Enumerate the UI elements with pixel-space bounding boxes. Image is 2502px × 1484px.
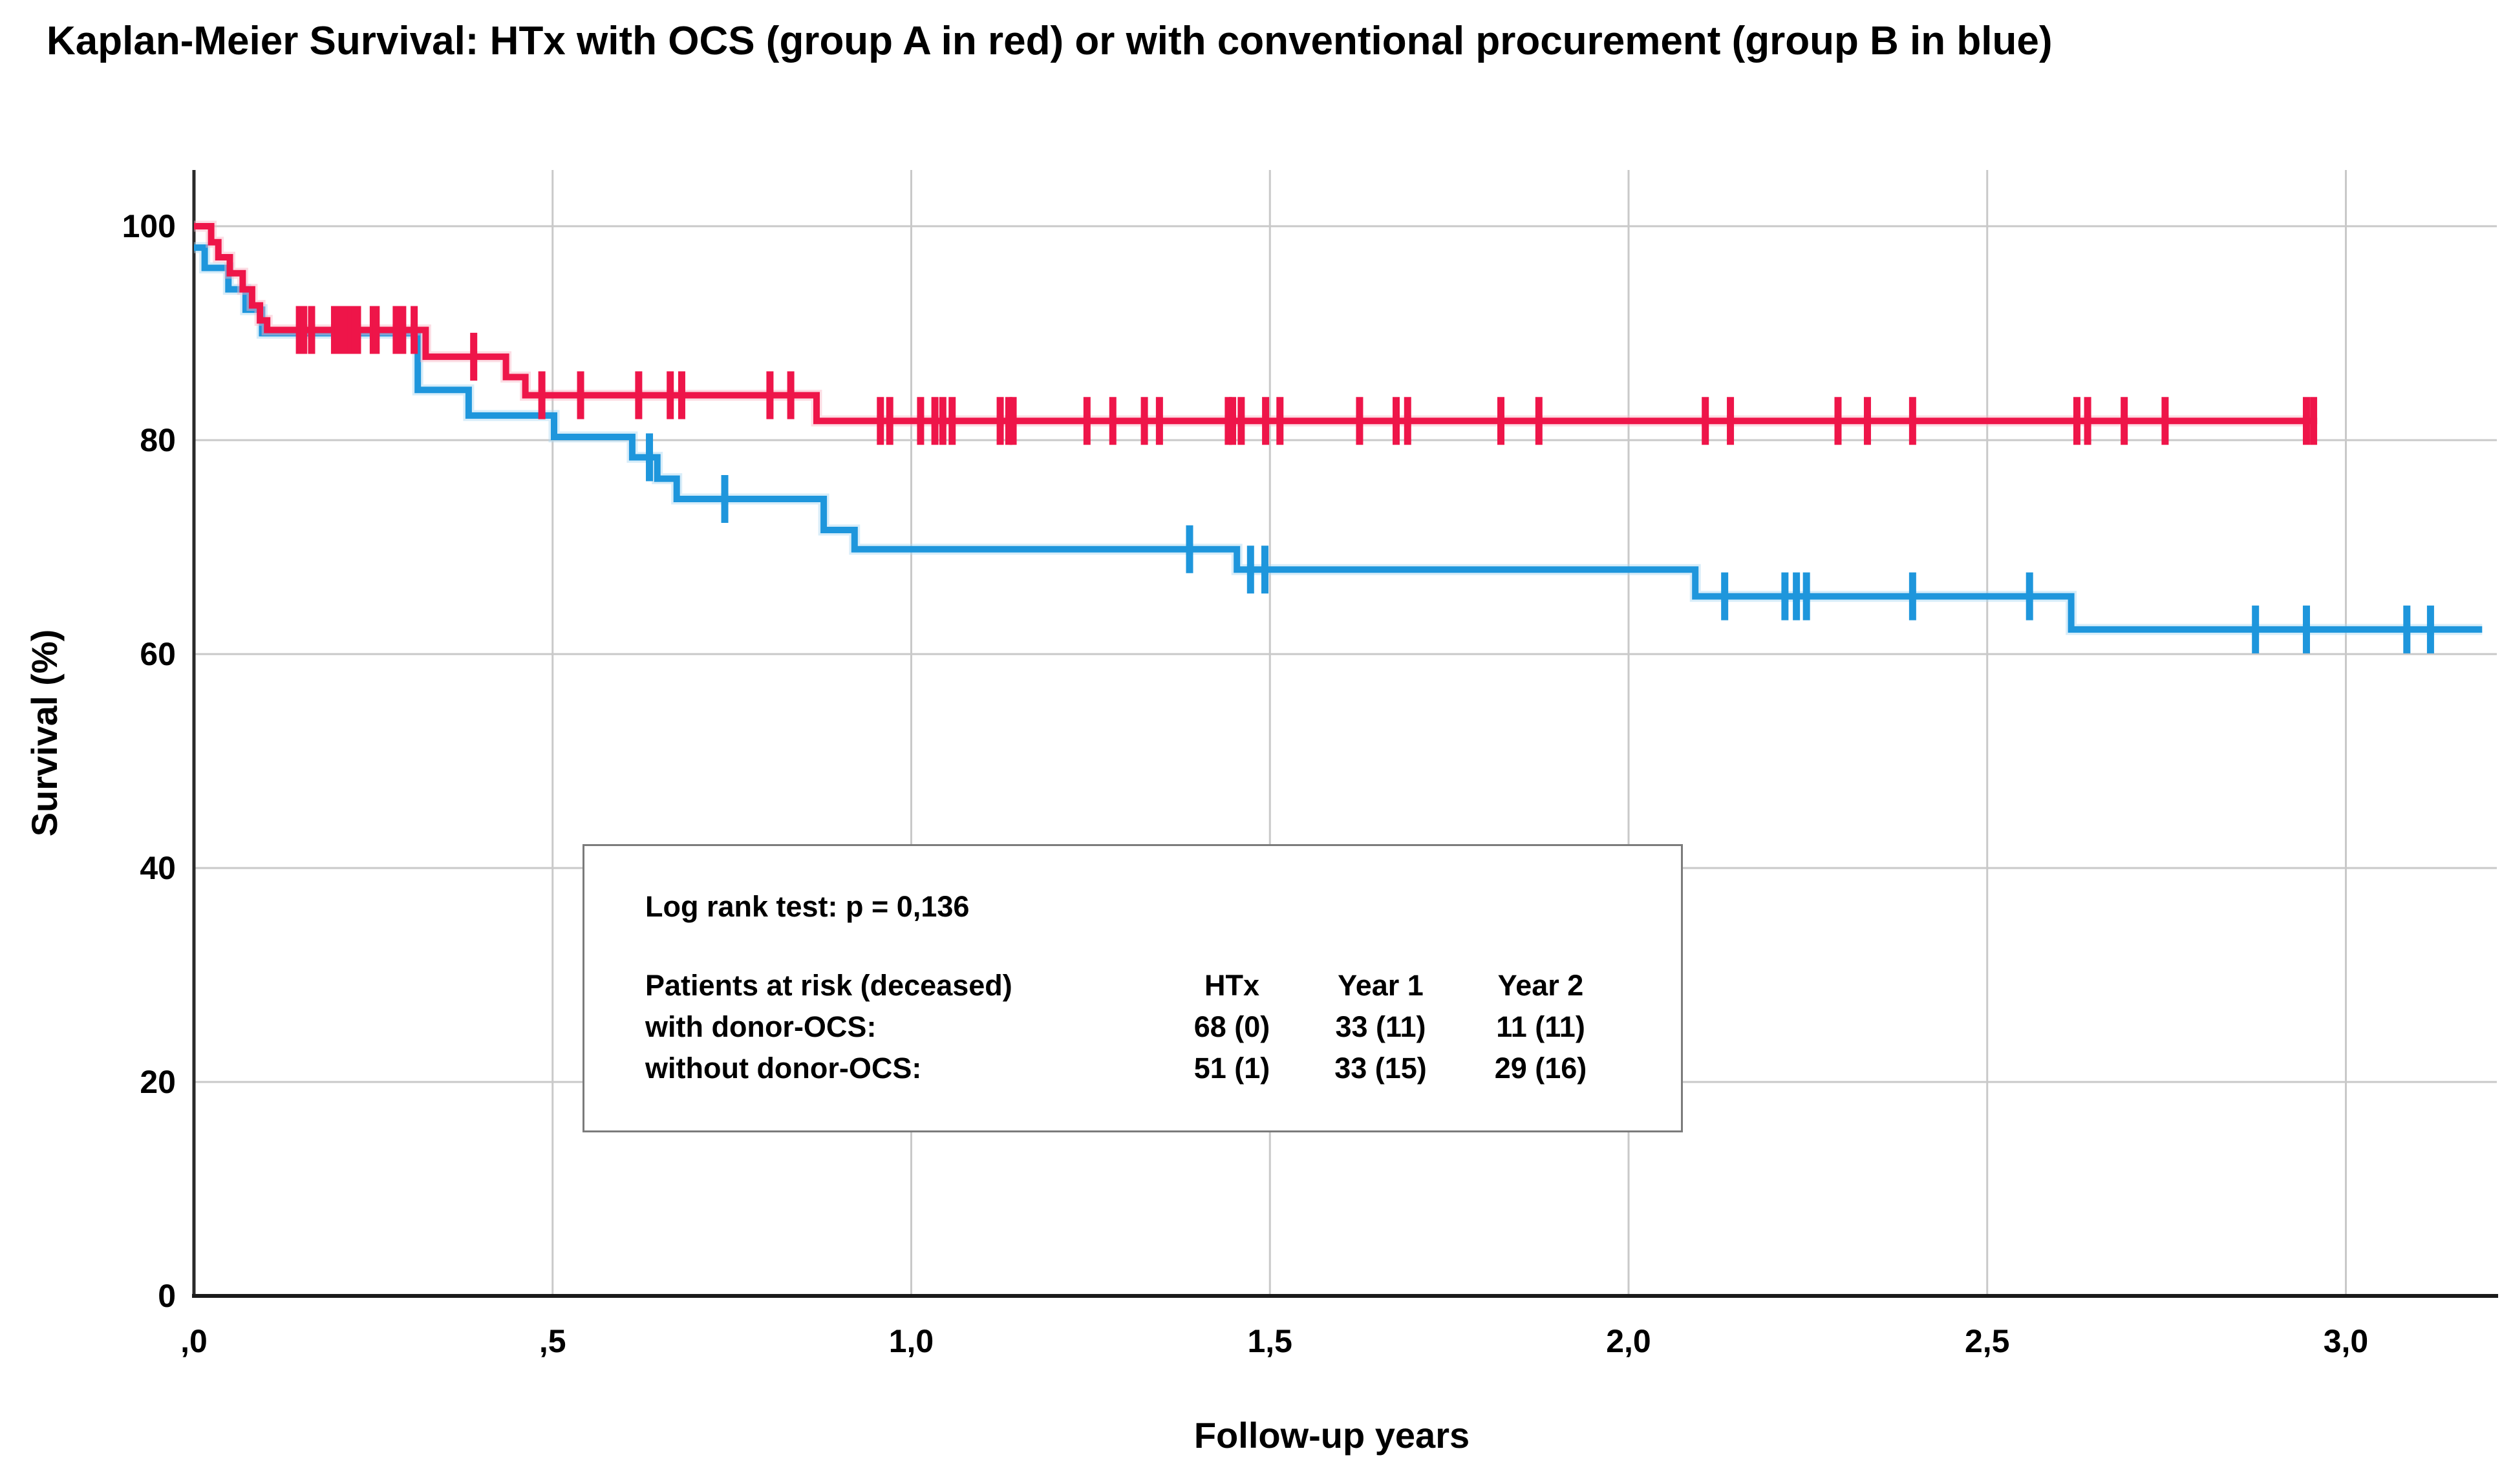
x-tick-label: 2,0 <box>1606 1323 1651 1359</box>
survival-curve <box>194 223 2318 425</box>
risk-row-without-ocs-year2: 29 (16) <box>1494 1052 1587 1085</box>
y-tick-label: 100 <box>122 208 176 244</box>
logrank-text: Log rank test: p = 0,136 <box>645 890 970 923</box>
risk-row-with-ocs-label: with donor-OCS: <box>645 1010 877 1043</box>
risk-header-label: Patients at risk (deceased) <box>645 969 1012 1002</box>
x-tick-label: 1,5 <box>1247 1323 1292 1359</box>
risk-row-without-ocs-year1: 33 (15) <box>1334 1052 1427 1085</box>
risk-header-year1: Year 1 <box>1338 969 1424 1002</box>
patients-at-risk-table: Patients at risk (deceased) HTx Year 1 Y… <box>645 965 1681 1089</box>
y-axis-title: Survival (%) <box>24 630 65 837</box>
x-tick-label: 3,0 <box>2324 1323 2369 1359</box>
survival-curve <box>194 244 2483 633</box>
y-tick-label: 80 <box>140 422 176 458</box>
x-tick-label: 2,5 <box>1965 1323 2010 1359</box>
risk-row-without-ocs-label: without donor-OCS: <box>645 1052 922 1085</box>
risk-row-with-ocs-year1: 33 (11) <box>1335 1010 1426 1043</box>
risk-row-without-ocs-htx: 51 (1) <box>1193 1052 1270 1085</box>
y-tick-label: 40 <box>140 850 176 886</box>
risk-header-year2: Year 2 <box>1497 969 1584 1002</box>
risk-header-htx: HTx <box>1204 969 1259 1002</box>
chart-title: Kaplan-Meier Survival: HTx with OCS (gro… <box>47 19 2053 63</box>
x-tick-label: ,5 <box>539 1323 566 1359</box>
x-tick-label: 1,0 <box>889 1323 934 1359</box>
x-axis-title: Follow-up years <box>1194 1415 1470 1456</box>
risk-row-with-ocs-htx: 68 (0) <box>1193 1010 1270 1043</box>
x-tick-label: ,0 <box>180 1323 208 1359</box>
risk-row-with-ocs-year2: 11 (11) <box>1496 1010 1585 1043</box>
y-tick-label: 60 <box>140 636 176 672</box>
y-tick-label: 0 <box>158 1278 176 1314</box>
y-tick-label: 20 <box>140 1064 176 1100</box>
annotation-box: Log rank test: p = 0,136 Patients at ris… <box>583 844 1683 1132</box>
survival-curve-halo <box>194 220 2318 427</box>
